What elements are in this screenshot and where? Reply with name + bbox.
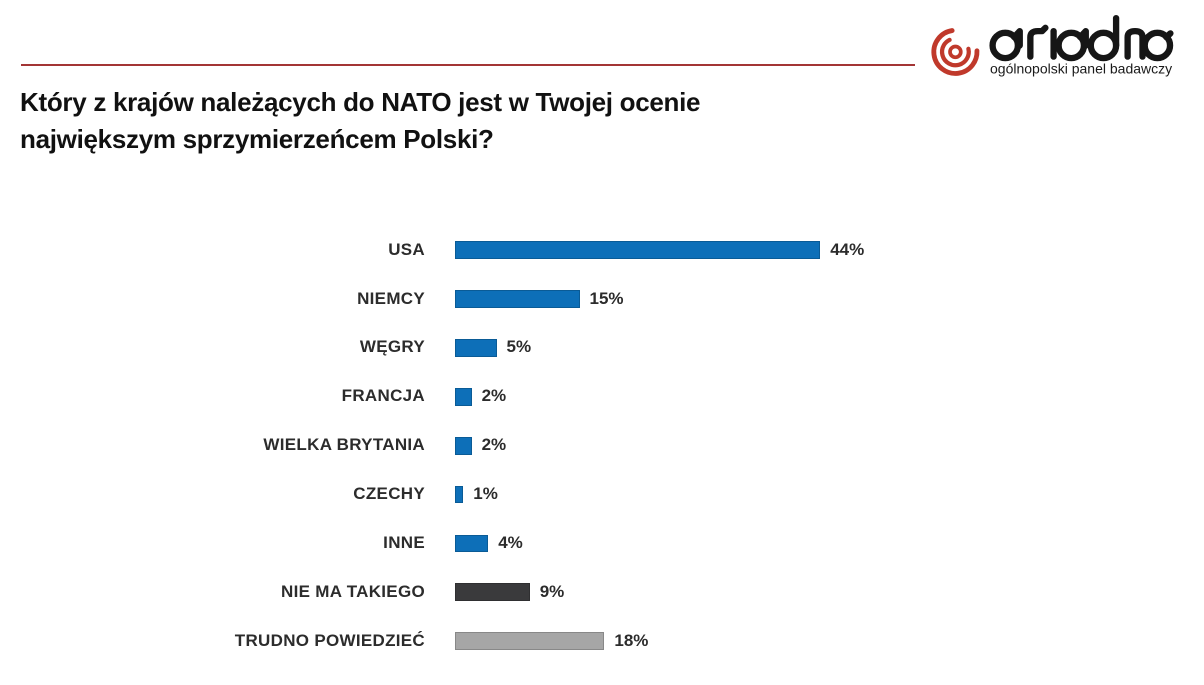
svg-text:ogólnopolski panel badawczy: ogólnopolski panel badawczy (990, 61, 1172, 77)
